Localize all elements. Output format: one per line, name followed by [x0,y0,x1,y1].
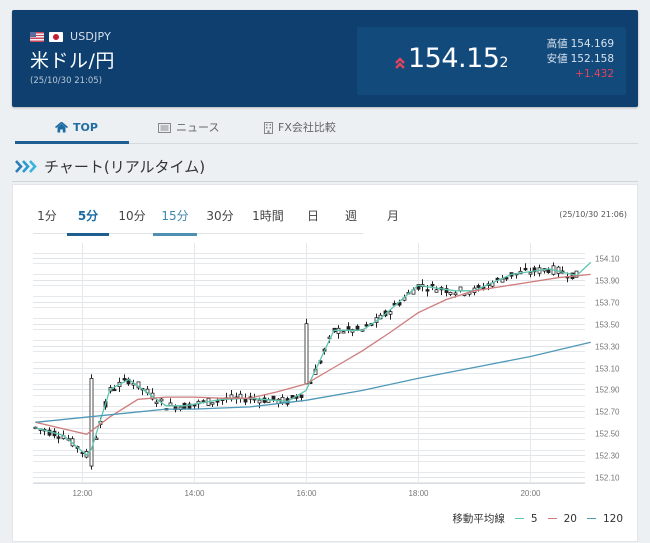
triple-chevron-right-icon [15,160,37,173]
selected-timeframe-indicator [67,233,109,236]
pair-name: 米ドル/円 [30,50,115,72]
timeframe-label: 週 [344,209,357,223]
svg-text:152.30: 152.30 [595,452,620,461]
timeframe-day[interactable]: 日 [305,207,321,233]
timeframe-tabs: 1分 5分 10分 15分 30分 1時間 日 週 月 [33,205,399,236]
tab-news-label: ニュース [176,121,220,134]
building-icon [264,121,273,134]
timeframe-week[interactable]: 週 [343,207,359,233]
timeframe-label: 1時間 [252,209,284,223]
chart-legend: 移動平均線 5 20 120 [452,511,623,526]
ma120-swatch-icon [586,517,596,520]
hover-timeframe-indicator [153,233,197,236]
timeframe-15min[interactable]: 15分 [153,207,197,236]
section-divider [12,181,638,182]
timeframe-10min[interactable]: 10分 [117,207,147,233]
timeframe-label: 日 [306,209,319,223]
timeframe-label: 1分 [37,209,57,223]
svg-text:14:00: 14:00 [184,489,205,498]
chart-card: 1分 5分 10分 15分 30分 1時間 日 週 月 (25/10/30 21… [12,184,638,542]
jp-flag-icon [49,31,63,42]
low-row: 安値 152.158 [547,52,614,67]
price-main-digits: 154.15 [408,43,500,74]
legend-ma5: 5 [530,512,538,525]
active-tab-indicator [15,141,129,144]
timeframe-label: 5分 [77,209,99,223]
current-price: 154.152 [408,43,508,74]
timeframe-label: 10分 [118,209,146,223]
svg-text:153.90: 153.90 [595,277,620,286]
tab-top-label: TOP [73,121,98,134]
svg-text:152.70: 152.70 [595,408,620,417]
high-low-block: 高値 154.169 安値 152.158 +1.432 [547,37,614,82]
ma5-swatch-icon [514,517,524,520]
candlestick-chart[interactable]: 154.10 153.90 153.70 153.50 153.30 153.10 152.… [13,185,639,543]
section-title: チャート(リアルタイム) [44,158,206,176]
quote-timestamp: (25/10/30 21:05) [30,76,103,86]
tab-top[interactable]: TOP [55,112,98,143]
pair-row: USDJPY [30,30,111,43]
quote-header: USDJPY 米ドル/円 (25/10/30 21:05) 154.152 高値… [12,10,638,107]
svg-text:152.90: 152.90 [595,386,620,395]
timeframe-5min[interactable]: 5分 [67,207,109,236]
price-box: 154.152 高値 154.169 安値 152.158 +1.432 [357,27,626,95]
tab-fx-compare-label: FX会社比較 [278,121,336,134]
svg-text:153.70: 153.70 [595,299,620,308]
tab-news[interactable]: ニュース [158,112,219,143]
timeframe-1hour[interactable]: 1時間 [251,207,285,233]
svg-text:153.30: 153.30 [595,343,620,352]
price-change: +1.432 [575,68,614,80]
tab-fx-compare[interactable]: FX会社比較 [264,112,336,143]
low-value: 152.158 [570,53,614,65]
high-label: 高値 [546,38,568,50]
svg-text:18:00: 18:00 [408,489,429,498]
legend-ma120: 120 [602,512,623,525]
pair-code: USDJPY [70,30,112,43]
high-row: 高値 154.169 [547,37,614,52]
timeframe-label: 15分 [161,209,189,223]
svg-text:153.50: 153.50 [595,321,620,330]
timeframe-1min[interactable]: 1分 [36,207,58,233]
svg-text:12:00: 12:00 [72,489,93,498]
newspaper-icon [158,122,171,133]
legend-ma20: 20 [563,512,577,525]
timeframe-30min[interactable]: 30分 [205,207,235,233]
legend-title: 移動平均線 [452,513,505,525]
section-header: チャート(リアルタイム) [15,156,205,177]
svg-text:153.10: 153.10 [595,365,620,374]
svg-text:154.10: 154.10 [595,255,620,264]
home-icon [55,122,68,133]
timeframe-label: 月 [386,209,399,223]
high-value: 154.169 [570,38,614,50]
nav-tabs: TOP ニュース FX会社比較 [15,112,638,144]
svg-text:152.50: 152.50 [595,430,620,439]
svg-text:152.10: 152.10 [595,474,620,483]
svg-text:20:00: 20:00 [520,489,541,498]
timeframe-month[interactable]: 月 [385,207,401,233]
timeframe-label: 30分 [206,209,234,223]
chart-timestamp: (25/10/30 21:06) [559,210,627,219]
price-sub-digit: 2 [499,55,508,71]
double-chevron-up-icon [395,57,405,69]
ma20-swatch-icon [547,517,557,520]
us-flag-icon [30,31,44,42]
low-label: 安値 [546,53,568,65]
svg-text:16:00: 16:00 [296,489,317,498]
